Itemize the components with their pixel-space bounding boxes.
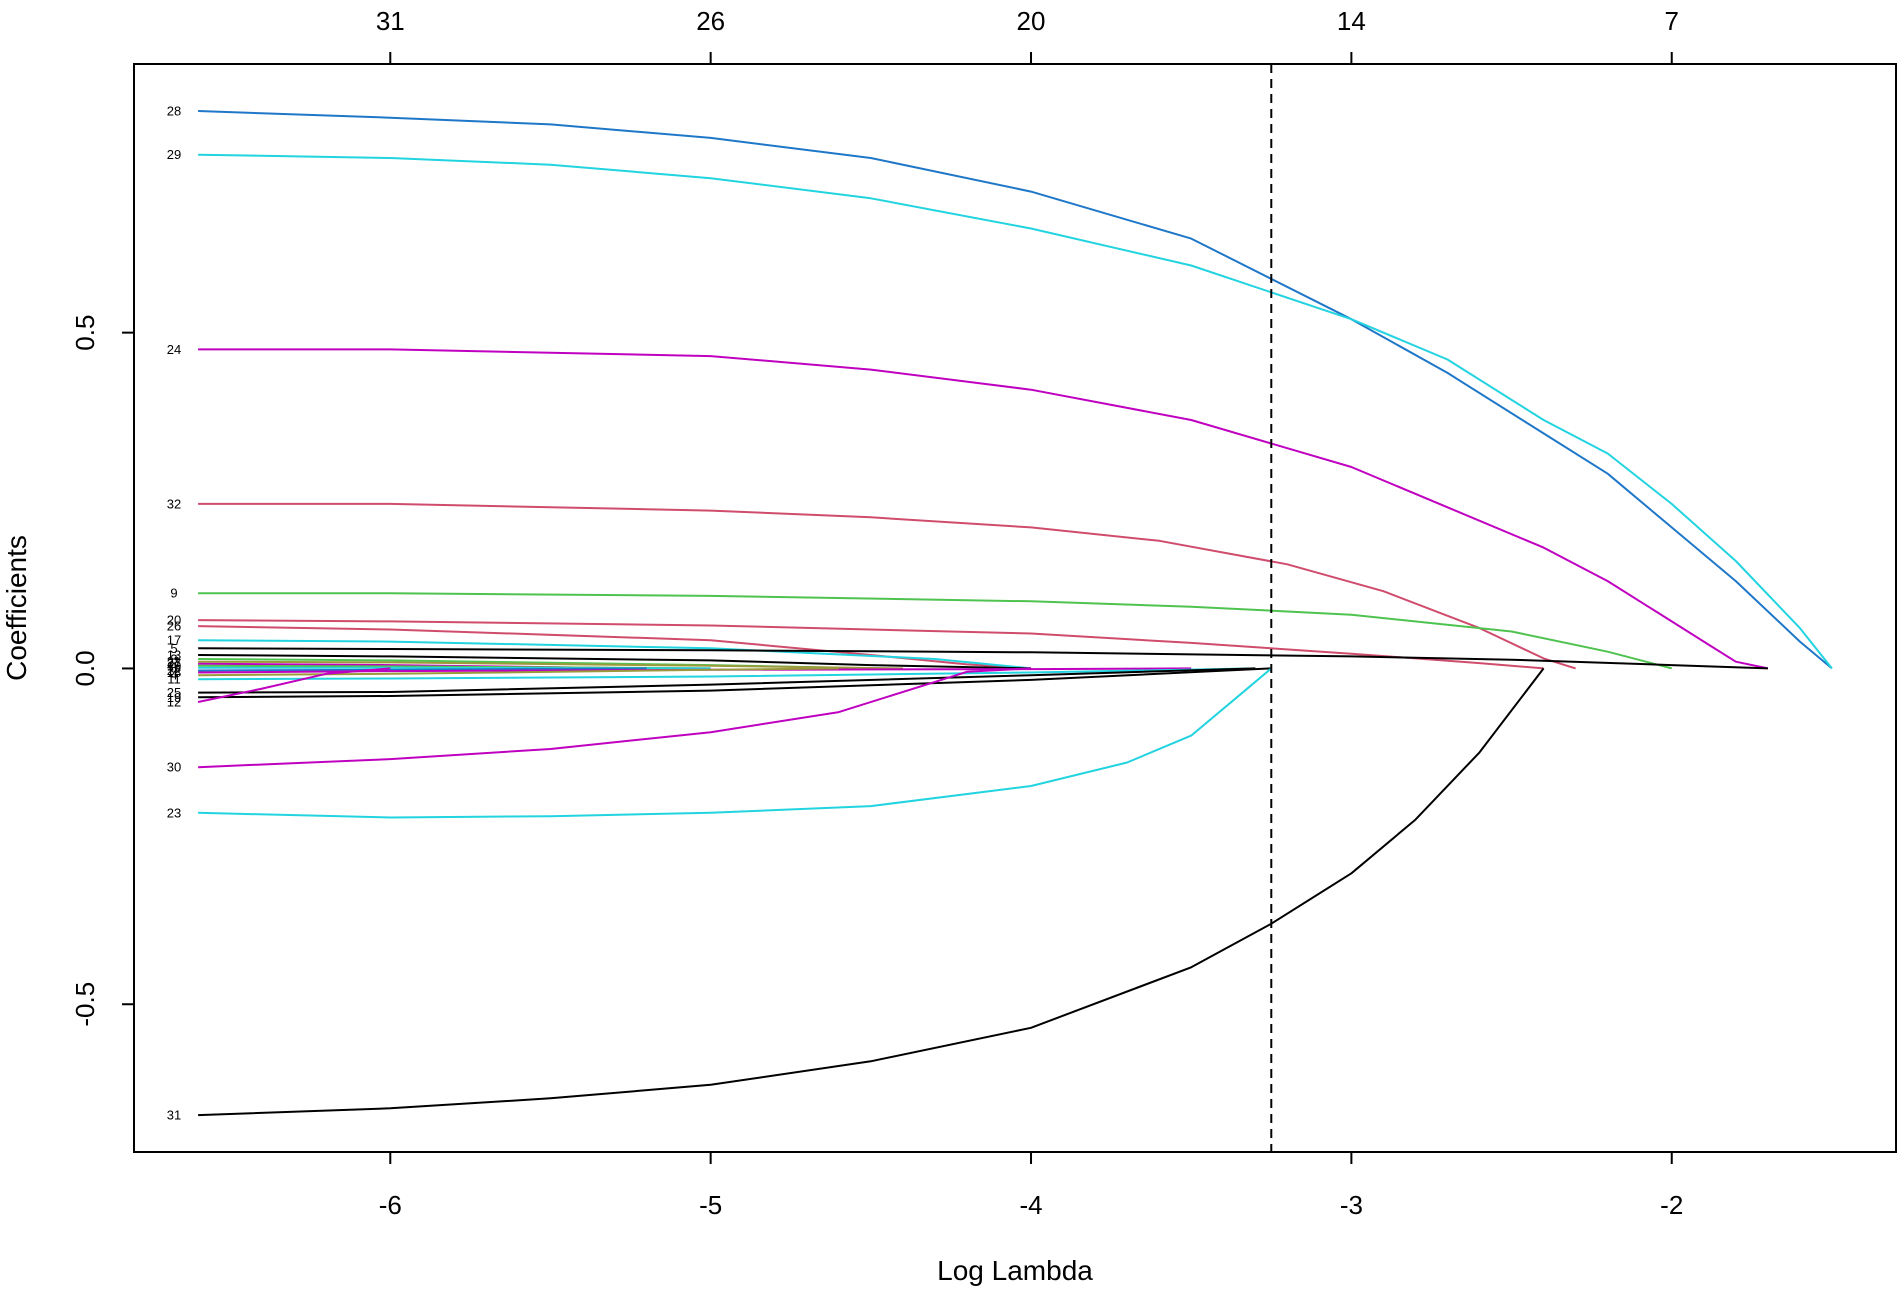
series-line-23 [198, 667, 1272, 819]
y-tick-label: 0.0 [70, 650, 100, 686]
top-tick-label: 31 [376, 6, 405, 36]
series-layer [197, 110, 1833, 1117]
series-label-31: 31 [167, 1108, 181, 1123]
top-tick-label: 20 [1017, 6, 1046, 36]
series-line-13 [198, 654, 1032, 670]
x-tick-label: -4 [1019, 1190, 1042, 1220]
y-tick-label: -0.5 [70, 982, 100, 1027]
y-axis-title: Coefficients [1, 535, 32, 681]
series-label-25: 25 [167, 685, 181, 700]
series-label-26: 26 [167, 619, 181, 634]
series-line-24 [198, 348, 1769, 670]
series-label-8: 8 [170, 660, 177, 675]
series-line-20 [198, 619, 1544, 670]
series-label-24: 24 [167, 342, 181, 357]
series-label-12: 12 [167, 695, 181, 710]
x-tick-label: -5 [699, 1190, 722, 1220]
series-line-5 [198, 647, 1768, 670]
series-line-12 [197, 667, 391, 703]
series-line-29 [198, 153, 1833, 670]
series-line-11 [198, 667, 1256, 681]
series-label-10: 10 [167, 658, 181, 673]
x-tick-label: -3 [1340, 1190, 1363, 1220]
series-label-23: 23 [167, 805, 181, 820]
series-line-4 [198, 667, 839, 677]
series-line-9 [198, 592, 1672, 670]
x-tick-label: -2 [1660, 1190, 1683, 1220]
x-tick-label: -6 [379, 1190, 402, 1220]
series-line-31 [198, 667, 1545, 1117]
series-label-30: 30 [167, 760, 181, 775]
series-line-25 [198, 667, 1256, 694]
series-label-13: 13 [167, 648, 181, 663]
series-label-9: 9 [170, 586, 177, 601]
y-axis: -0.5 0.0 0.5 [70, 315, 134, 1027]
series-label-32: 32 [167, 496, 181, 511]
x-axis-title: Log Lambda [937, 1255, 1093, 1286]
series-label-29: 29 [167, 147, 181, 162]
top-tick-label: 26 [696, 6, 725, 36]
x-axis-bottom: -6 -5 -4 -3 -2 [379, 1152, 1683, 1220]
series-line-17 [198, 639, 1032, 670]
plot-frame [133, 63, 1897, 1153]
series-label-20: 20 [167, 613, 181, 628]
series-line-28 [198, 110, 1833, 670]
series-line-26 [198, 625, 1032, 670]
series-label-5: 5 [170, 641, 177, 656]
y-tick-label: 0.5 [70, 315, 100, 351]
series-label-3: 3 [170, 652, 177, 667]
series-label-22: 22 [167, 663, 181, 678]
series-label-4: 4 [170, 668, 177, 683]
series-line-21 [198, 660, 903, 670]
series-label-17: 17 [167, 633, 181, 648]
series-line-30 [198, 667, 1032, 769]
top-tick-label: 14 [1337, 6, 1366, 36]
series-label-19: 19 [167, 690, 181, 705]
top-tick-label: 7 [1665, 6, 1679, 36]
series-label-28: 28 [167, 104, 181, 119]
series-line-22 [198, 667, 647, 672]
series-label-27: 27 [167, 656, 181, 671]
series-label-11: 11 [167, 672, 181, 687]
series-label-21: 21 [167, 654, 181, 669]
series-line-19 [198, 667, 1272, 699]
x-axis-top: 31 26 20 14 7 [376, 6, 1679, 64]
series-label-18: 18 [167, 665, 181, 680]
series-line-32 [198, 502, 1576, 670]
